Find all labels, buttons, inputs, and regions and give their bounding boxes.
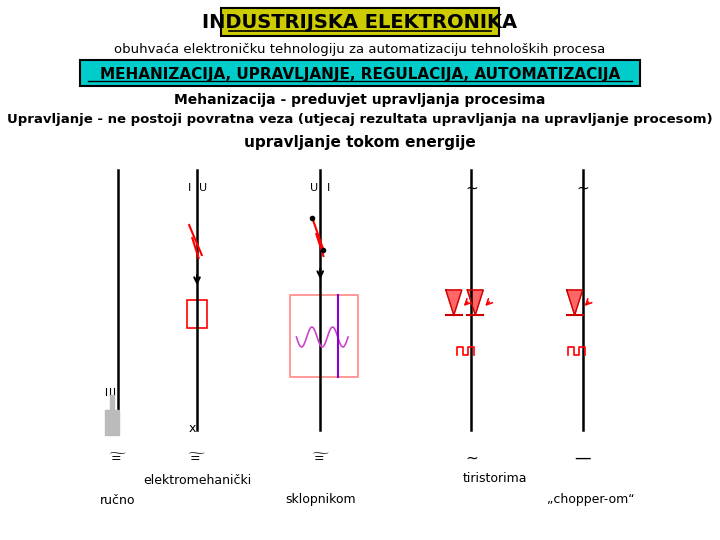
Text: x: x [189, 422, 196, 435]
Text: obuhvaća elektroničku tehnologiju za automatizaciju tehnoloških procesa: obuhvaća elektroničku tehnologiju za aut… [114, 44, 606, 57]
Text: $\widetilde{=}$: $\widetilde{=}$ [187, 451, 207, 464]
FancyBboxPatch shape [221, 8, 499, 36]
Text: „chopper-om“: „chopper-om“ [546, 494, 634, 507]
Text: sklopnikom: sklopnikom [285, 494, 356, 507]
Text: ručno: ručno [100, 494, 135, 507]
Text: U: U [310, 183, 318, 193]
Polygon shape [467, 290, 483, 315]
Text: —: — [575, 449, 591, 467]
Polygon shape [105, 395, 119, 435]
Polygon shape [446, 290, 462, 315]
Text: Mehanizacija - preduvjet upravljanja procesima: Mehanizacija - preduvjet upravljanja pro… [174, 93, 546, 107]
Text: U: U [199, 183, 207, 193]
Text: ~: ~ [576, 180, 589, 195]
Bar [187, 300, 207, 328]
Text: I: I [187, 183, 191, 193]
Text: ~: ~ [465, 180, 477, 195]
Text: x: x [109, 422, 117, 435]
Bar [290, 295, 358, 377]
Text: INDUSTRIJSKA ELEKTRONIKA: INDUSTRIJSKA ELEKTRONIKA [202, 14, 518, 32]
Text: ~: ~ [465, 450, 477, 465]
Text: MEHANIZACIJA, UPRAVLJANJE, REGULACIJA, AUTOMATIZACIJA: MEHANIZACIJA, UPRAVLJANJE, REGULACIJA, A… [100, 66, 620, 82]
Text: Upravljanje - ne postoji povratna veza (utjecaj rezultata upravljanja na upravlj: Upravljanje - ne postoji povratna veza (… [7, 113, 713, 126]
Text: upravljanje tokom energije: upravljanje tokom energije [244, 134, 476, 150]
Polygon shape [567, 290, 582, 315]
Text: $\widetilde{=}$: $\widetilde{=}$ [310, 451, 330, 464]
Text: tiristorima: tiristorima [463, 471, 527, 484]
Text: $\widetilde{=}$: $\widetilde{=}$ [108, 451, 127, 464]
FancyBboxPatch shape [80, 60, 640, 86]
Text: elektromehanički: elektromehanički [143, 474, 251, 487]
Text: I: I [327, 183, 330, 193]
